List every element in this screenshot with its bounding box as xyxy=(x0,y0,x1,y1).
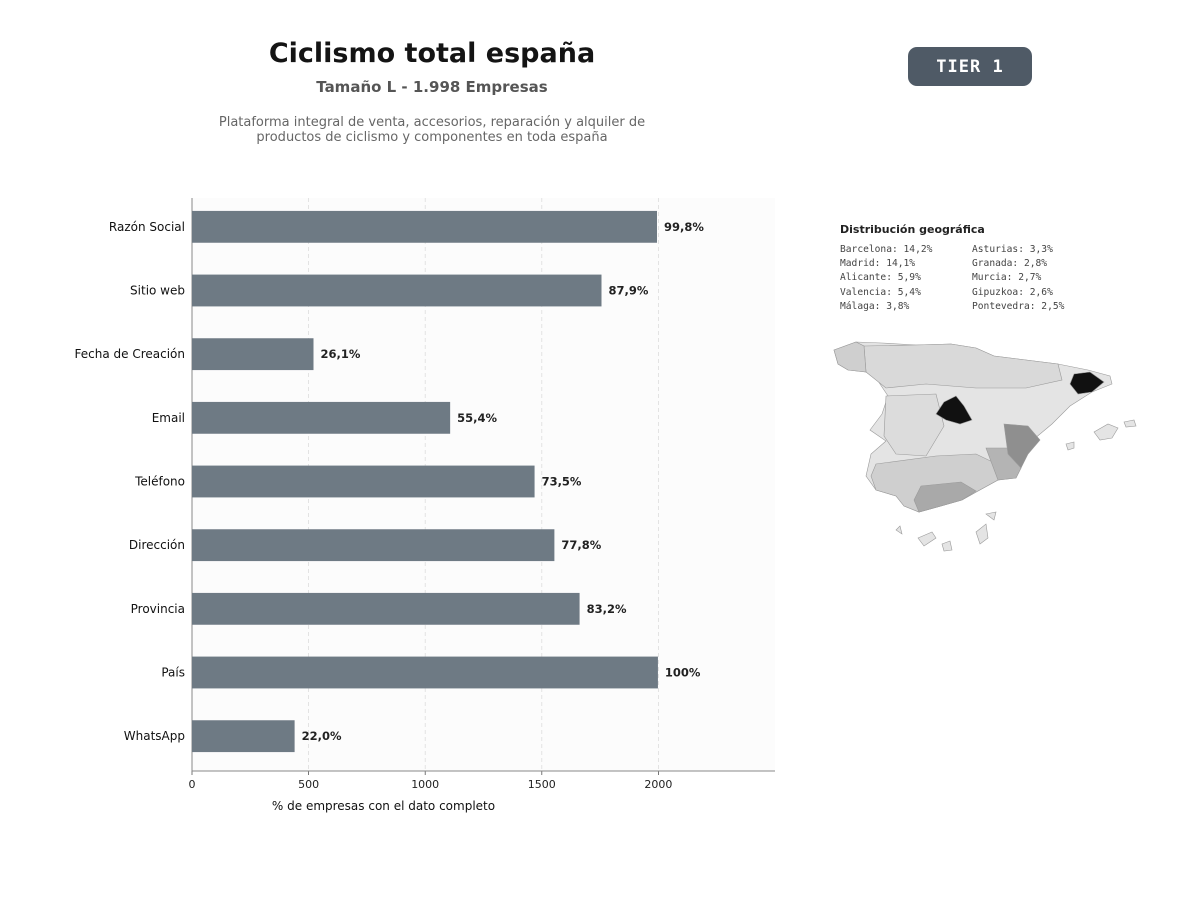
bar-chart: 0 500 1000 1500 2000 Razón Social 99,8% Sitio w… xyxy=(75,198,775,813)
map-island-canary-3 xyxy=(941,540,953,552)
category-label: Email xyxy=(152,411,185,425)
page-subtitle: Tamaño L - 1.998 Empresas xyxy=(316,78,548,96)
bar xyxy=(192,274,602,307)
category-label: Provincia xyxy=(131,602,185,616)
geo-item: Alicante: 5,9% xyxy=(840,272,921,284)
bar xyxy=(192,592,580,625)
map-region-valencia xyxy=(1003,423,1041,469)
page-title: Ciclismo total españa xyxy=(268,38,596,69)
map-region-madrid xyxy=(935,395,973,425)
value-label: 87,9% xyxy=(608,284,648,298)
value-label: 83,2% xyxy=(587,602,627,616)
value-label: 22,0% xyxy=(302,729,342,743)
category-label: WhatsApp xyxy=(124,729,185,743)
map-region-galicia xyxy=(833,341,867,373)
category-label: Razón Social xyxy=(109,220,185,234)
bar xyxy=(192,529,555,562)
page-description: Plataforma integral de venta, accesorios… xyxy=(218,115,646,145)
bar xyxy=(192,465,535,498)
x-tick-label: 1000 xyxy=(411,778,439,791)
x-tick-label: 1500 xyxy=(528,778,556,791)
map-island-canary-5 xyxy=(985,511,997,521)
map-islands xyxy=(895,419,1137,552)
x-tick-label: 0 xyxy=(189,778,196,791)
spain-map-regions xyxy=(833,341,1113,513)
map-island-menorca xyxy=(1123,419,1137,428)
category-label: Sitio web xyxy=(130,284,185,298)
bar xyxy=(192,338,314,371)
geo-item: Málaga: 3,8% xyxy=(840,300,910,312)
x-axis-label: % de empresas con el dato completo xyxy=(272,799,495,813)
category-label: Teléfono xyxy=(134,475,185,489)
geo-item: Murcia: 2,7% xyxy=(972,272,1042,284)
geo-distribution-title: Distribución geográfica xyxy=(840,223,985,236)
map-region-north xyxy=(863,343,1063,389)
map-island-canary-2 xyxy=(917,531,937,547)
geo-item: Valencia: 5,4% xyxy=(840,286,921,298)
value-label: 100% xyxy=(665,666,701,680)
bar xyxy=(192,210,658,243)
geo-item: Madrid: 14,1% xyxy=(840,258,916,270)
map-island-ibiza xyxy=(1065,441,1075,451)
x-tick-label: 500 xyxy=(298,778,319,791)
geo-distribution-list: Barcelona: 14,2% Asturias: 3,3% Madrid: … xyxy=(840,244,1092,312)
value-label: 99,8% xyxy=(664,220,704,234)
value-label: 73,5% xyxy=(542,475,582,489)
value-label: 26,1% xyxy=(320,347,360,361)
geo-item: Gipuzkoa: 2,6% xyxy=(972,286,1053,298)
geo-item: Pontevedra: 2,5% xyxy=(972,300,1065,312)
category-label: País xyxy=(161,666,185,680)
geo-item: Asturias: 3,3% xyxy=(972,244,1053,255)
category-label: Fecha de Creación xyxy=(75,347,185,361)
x-tick-label: 2000 xyxy=(644,778,672,791)
bar xyxy=(192,720,295,753)
map-region-malaga xyxy=(913,481,977,513)
bar xyxy=(192,656,658,689)
value-label: 55,4% xyxy=(457,411,497,425)
geo-item: Granada: 2,8% xyxy=(972,258,1048,270)
value-label: 77,8% xyxy=(561,538,601,552)
map-island-mallorca xyxy=(1093,423,1119,441)
map-island-canary-1 xyxy=(895,525,903,535)
category-label: Dirección xyxy=(129,538,185,552)
map-island-canary-4 xyxy=(975,523,989,545)
map-region-barcelona xyxy=(1069,371,1105,395)
geo-item: Barcelona: 14,2% xyxy=(840,244,933,255)
bar xyxy=(192,401,451,434)
map-region-center-west xyxy=(883,393,945,457)
tier-badge: TIER 1 xyxy=(908,47,1032,86)
spain-map xyxy=(833,341,1137,552)
